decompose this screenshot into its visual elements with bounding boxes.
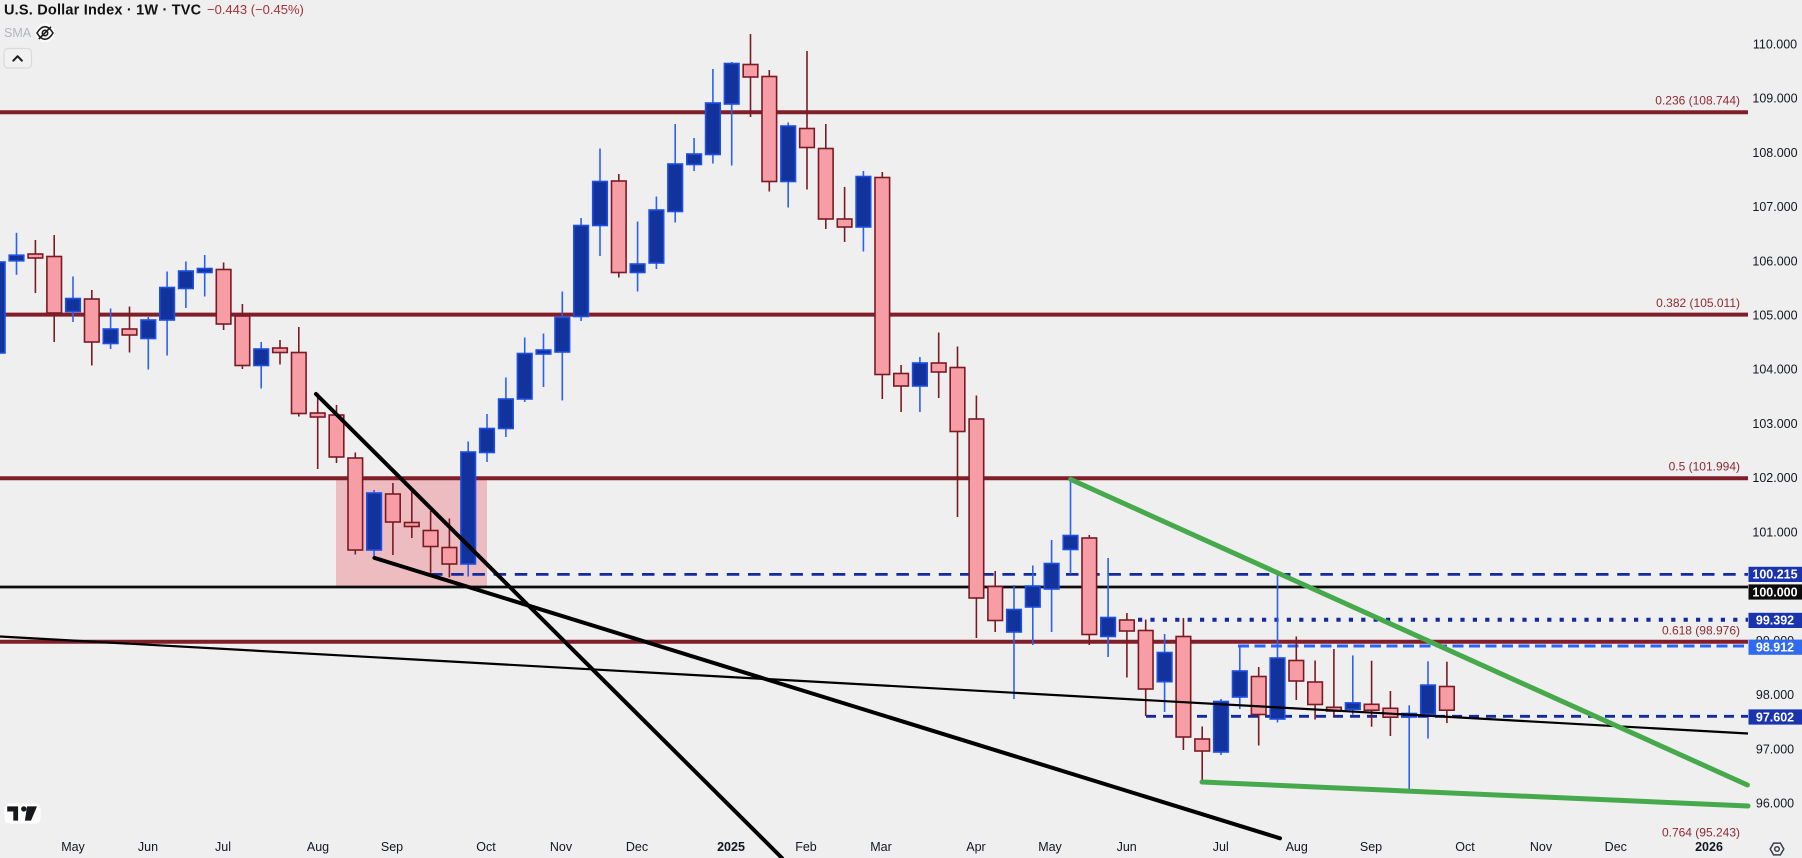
svg-text:Nov: Nov [550, 840, 573, 854]
svg-text:110.000: 110.000 [1753, 37, 1797, 51]
svg-text:Jun: Jun [1117, 840, 1137, 854]
svg-text:98.000: 98.000 [1756, 688, 1794, 702]
svg-text:SMA: SMA [4, 26, 32, 40]
svg-text:106.000: 106.000 [1752, 254, 1797, 268]
svg-text:Dec: Dec [626, 840, 648, 854]
svg-text:103.000: 103.000 [1752, 417, 1797, 431]
svg-text:109.000: 109.000 [1752, 92, 1797, 106]
svg-text:Sep: Sep [1360, 840, 1382, 854]
svg-text:May: May [1038, 840, 1062, 854]
svg-text:Feb: Feb [795, 840, 817, 854]
svg-text:Jul: Jul [1213, 840, 1229, 854]
svg-text:Jul: Jul [215, 840, 231, 854]
svg-text:Oct: Oct [476, 840, 496, 854]
svg-text:96.000: 96.000 [1756, 797, 1794, 811]
svg-text:Sep: Sep [381, 840, 403, 854]
svg-text:97.602: 97.602 [1756, 710, 1794, 724]
svg-text:2026: 2026 [1695, 840, 1723, 854]
svg-text:Nov: Nov [1530, 840, 1553, 854]
svg-text:0.5 (101.994): 0.5 (101.994) [1669, 460, 1740, 474]
svg-text:108.000: 108.000 [1752, 146, 1797, 160]
svg-text:2025: 2025 [717, 840, 745, 854]
svg-text:Jun: Jun [138, 840, 158, 854]
svg-text:Apr: Apr [966, 840, 985, 854]
svg-text:Dec: Dec [1605, 840, 1627, 854]
svg-text:Mar: Mar [870, 840, 892, 854]
svg-text:Aug: Aug [1286, 840, 1308, 854]
svg-text:104.000: 104.000 [1752, 363, 1797, 377]
svg-text:0.764 (95.243): 0.764 (95.243) [1662, 826, 1740, 840]
svg-text:105.000: 105.000 [1752, 309, 1797, 323]
svg-text:102.000: 102.000 [1752, 471, 1797, 485]
svg-text:0.618 (98.976): 0.618 (98.976) [1662, 623, 1740, 637]
svg-text:U.S. Dollar Index · 1W · TVC: U.S. Dollar Index · 1W · TVC [4, 3, 202, 19]
svg-text:−0.443 (−0.45%): −0.443 (−0.45%) [207, 2, 304, 17]
svg-text:99.392: 99.392 [1756, 614, 1794, 628]
svg-text:101.000: 101.000 [1752, 525, 1797, 539]
svg-text:Aug: Aug [307, 840, 329, 854]
svg-text:May: May [61, 840, 85, 854]
svg-text:98.912: 98.912 [1756, 641, 1794, 655]
svg-text:97.000: 97.000 [1756, 742, 1794, 756]
svg-text:0.236 (108.744): 0.236 (108.744) [1655, 94, 1740, 108]
svg-text:100.000: 100.000 [1752, 585, 1797, 599]
svg-text:100.215: 100.215 [1752, 568, 1797, 582]
svg-text:107.000: 107.000 [1752, 200, 1797, 214]
svg-text:0.382 (105.011): 0.382 (105.011) [1656, 296, 1740, 310]
svg-text:Oct: Oct [1455, 840, 1475, 854]
